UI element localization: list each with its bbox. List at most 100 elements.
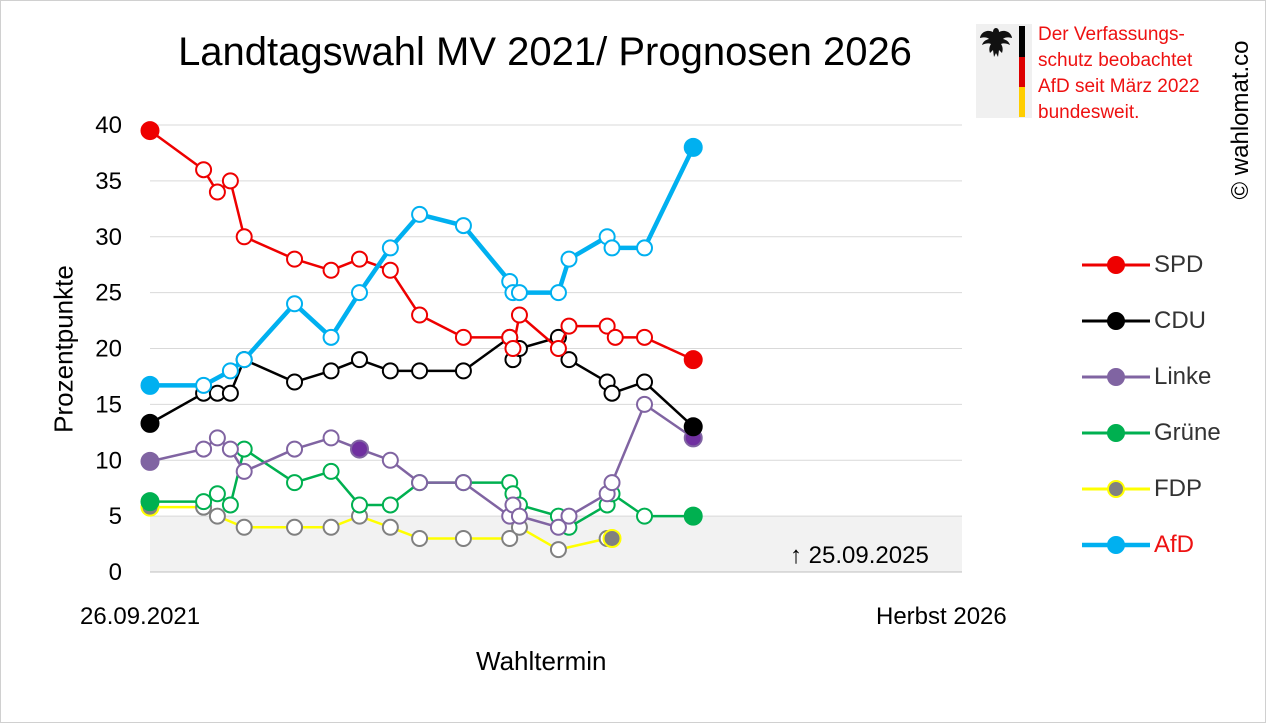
data-point-spd bbox=[221, 172, 239, 190]
x-axis-start-label: 26.09.2021 bbox=[80, 603, 201, 630]
legend-label-gruene: Grüne bbox=[1154, 419, 1221, 446]
data-point-cdu bbox=[683, 417, 703, 437]
legend-swatch-cdu bbox=[1082, 312, 1150, 330]
data-point-cdu bbox=[560, 351, 578, 369]
legend-item-gruene: Grüne bbox=[1080, 414, 1250, 470]
y-tick-label: 0 bbox=[109, 559, 122, 586]
data-point-afd bbox=[636, 239, 654, 257]
federal-eagle-icon bbox=[980, 28, 1012, 57]
data-point-spd bbox=[510, 306, 528, 324]
data-point-fdp bbox=[454, 529, 472, 547]
legend-swatch-spd bbox=[1082, 256, 1150, 274]
data-point-linke bbox=[510, 507, 528, 525]
data-point-linke bbox=[322, 429, 340, 447]
data-point-linke bbox=[549, 518, 567, 536]
data-point-cdu bbox=[322, 362, 340, 380]
x-axis-title: Wahltermin bbox=[476, 646, 607, 676]
data-point-afd bbox=[381, 239, 399, 257]
data-point-afd bbox=[235, 351, 253, 369]
data-point-afd bbox=[560, 250, 578, 268]
y-tick-label: 15 bbox=[95, 391, 122, 418]
data-point-linke bbox=[560, 507, 578, 525]
data-point-spd bbox=[454, 328, 472, 346]
data-point-spd bbox=[598, 317, 616, 335]
data-point-cdu bbox=[381, 362, 399, 380]
copyright-label: © wahlomat.co bbox=[1227, 40, 1254, 200]
data-point-linke bbox=[195, 440, 213, 458]
data-point-cdu bbox=[350, 351, 368, 369]
data-point-spd bbox=[322, 261, 340, 279]
data-point-spd bbox=[636, 328, 654, 346]
data-point-afd bbox=[140, 375, 160, 395]
chart-legend: SPD CDU Linke Grüne FDP AfD bbox=[1080, 246, 1250, 582]
data-point-gruene bbox=[350, 496, 368, 514]
data-point-spd bbox=[235, 228, 253, 246]
data-point-cdu bbox=[221, 384, 239, 402]
legend-item-afd: AfD bbox=[1080, 526, 1250, 582]
y-tick-label: 40 bbox=[95, 112, 122, 139]
data-point-spd bbox=[683, 350, 703, 370]
data-point-fdp bbox=[381, 518, 399, 536]
data-point-gruene bbox=[322, 462, 340, 480]
y-tick-label: 20 bbox=[95, 336, 122, 363]
data-point-afd bbox=[683, 137, 703, 157]
data-point-spd bbox=[504, 340, 522, 357]
data-point-fdp bbox=[549, 541, 567, 559]
data-point-spd bbox=[549, 340, 567, 357]
legend-swatch-gruene bbox=[1082, 424, 1150, 442]
data-point-linke bbox=[286, 440, 304, 458]
data-point-afd bbox=[549, 284, 567, 302]
data-point-spd bbox=[381, 261, 399, 279]
legend-swatch-afd bbox=[1082, 536, 1150, 554]
data-point-afd bbox=[286, 295, 304, 313]
data-point-linke bbox=[221, 440, 239, 458]
data-point-linke bbox=[235, 462, 253, 480]
data-point-afd bbox=[221, 362, 239, 380]
surveillance-notice: Der Verfassungs- schutz beobachtet AfD s… bbox=[1038, 24, 1200, 123]
data-point-afd bbox=[603, 239, 621, 257]
legend-swatch-linke bbox=[1082, 368, 1150, 386]
flag-stripe-red bbox=[1019, 57, 1025, 87]
flag-stripe-black bbox=[1019, 26, 1025, 57]
data-point-spd bbox=[286, 250, 304, 268]
data-point-gruene bbox=[683, 506, 703, 526]
legend-item-linke: Linke bbox=[1080, 358, 1250, 414]
data-point-spd bbox=[350, 250, 368, 268]
data-point-cdu bbox=[411, 362, 429, 380]
data-point-afd bbox=[195, 376, 213, 394]
data-point-cdu bbox=[603, 384, 621, 402]
date-annotation: ↑ 25.09.2025 bbox=[790, 542, 929, 569]
data-point-cdu bbox=[140, 413, 160, 433]
y-tick-label: 30 bbox=[95, 224, 122, 251]
y-tick-label: 35 bbox=[95, 168, 122, 195]
legend-label-afd: AfD bbox=[1154, 531, 1195, 558]
legend-item-fdp: FDP bbox=[1080, 470, 1250, 526]
data-point-fdp bbox=[501, 529, 519, 547]
data-point-gruene bbox=[381, 496, 399, 514]
legend-item-cdu: CDU bbox=[1080, 302, 1250, 358]
data-point-gruene bbox=[636, 507, 654, 525]
data-point-afd bbox=[411, 205, 429, 223]
y-tick-label: 5 bbox=[109, 503, 122, 530]
data-point-linke bbox=[349, 439, 369, 459]
data-point-spd bbox=[140, 121, 160, 141]
data-point-cdu bbox=[454, 362, 472, 380]
data-point-gruene bbox=[221, 496, 239, 514]
data-point-fdp bbox=[208, 507, 226, 525]
data-point-gruene bbox=[235, 440, 253, 458]
data-point-afd bbox=[454, 217, 472, 235]
legend-label-fdp: FDP bbox=[1154, 475, 1202, 502]
data-point-afd bbox=[350, 284, 368, 302]
data-point-linke bbox=[140, 451, 160, 471]
data-point-gruene bbox=[208, 485, 226, 503]
data-point-linke bbox=[208, 429, 226, 447]
data-point-fdp bbox=[411, 529, 429, 547]
data-point-fdp bbox=[322, 518, 340, 536]
chart-title: Landtagswahl MV 2021/ Prognosen 2026 bbox=[178, 30, 912, 74]
x-axis-end-label: Herbst 2026 bbox=[876, 603, 1007, 630]
legend-label-linke: Linke bbox=[1154, 363, 1212, 390]
data-point-linke bbox=[636, 395, 654, 413]
data-point-gruene bbox=[140, 492, 160, 512]
data-point-gruene bbox=[195, 493, 213, 511]
